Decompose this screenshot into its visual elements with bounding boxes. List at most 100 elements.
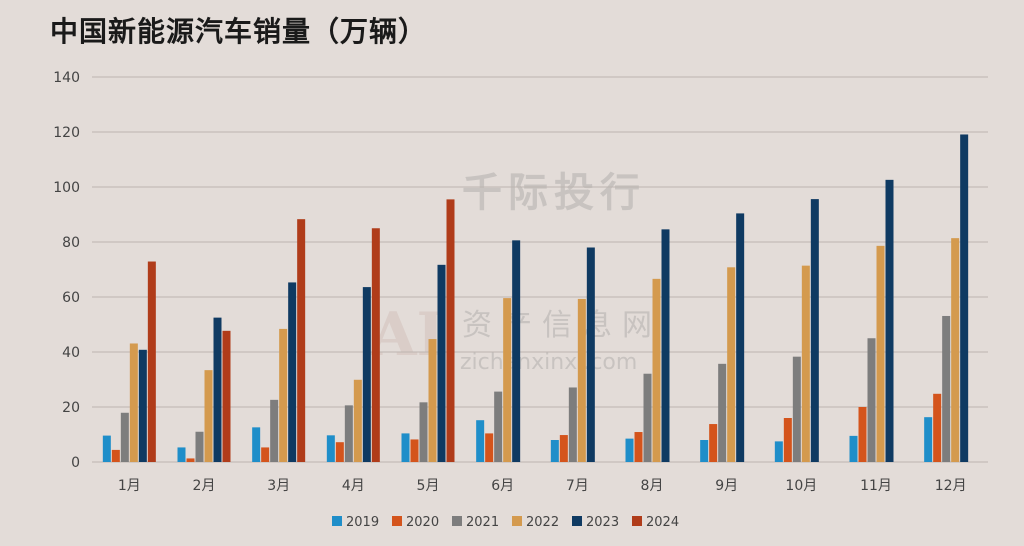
x-tick-label: 8月 — [641, 478, 664, 494]
watermark-brand: 千际投行 — [462, 170, 646, 216]
legend-swatch — [512, 516, 522, 526]
legend-label: 2022 — [526, 515, 559, 530]
y-tick-label: 20 — [62, 400, 80, 416]
bar — [727, 267, 736, 462]
bar — [942, 315, 951, 462]
bar — [446, 199, 455, 462]
legend-swatch — [632, 516, 642, 526]
bar — [924, 417, 933, 462]
bar — [362, 287, 371, 462]
bar — [485, 433, 494, 462]
x-tick-label: 12月 — [935, 478, 967, 494]
bar — [213, 317, 222, 462]
bar — [279, 328, 288, 462]
bar — [494, 391, 503, 462]
bar — [550, 440, 559, 462]
bar — [270, 399, 279, 462]
x-tick-label: 3月 — [267, 478, 290, 494]
bar — [559, 435, 568, 462]
legend-swatch — [392, 516, 402, 526]
x-tick-label: 6月 — [491, 478, 514, 494]
bar — [774, 441, 783, 462]
chart-title: 中国新能源汽车销量（万辆） — [50, 15, 428, 48]
legend-swatch — [332, 516, 342, 526]
bar — [297, 219, 306, 462]
bar — [147, 261, 156, 462]
x-tick-label: 4月 — [342, 478, 365, 494]
bar — [586, 247, 595, 462]
bar — [849, 435, 858, 462]
bar — [288, 282, 297, 462]
x-tick-label: 11月 — [860, 478, 892, 494]
bar — [204, 370, 213, 462]
bar — [401, 433, 410, 462]
bar — [951, 238, 960, 462]
bar — [700, 440, 709, 462]
legend-swatch — [572, 516, 582, 526]
bar — [652, 278, 661, 462]
watermark-site: zichanxinxi.com — [460, 350, 638, 375]
bar — [933, 393, 942, 462]
bar — [792, 356, 801, 462]
bar — [503, 298, 512, 462]
watermark-sub: 资产信息网 — [462, 308, 662, 343]
bar — [353, 379, 362, 462]
bar — [718, 363, 727, 462]
y-tick-label: 80 — [62, 235, 80, 251]
bar — [783, 418, 792, 462]
legend-label: 2021 — [466, 515, 499, 530]
bar — [186, 458, 195, 462]
bar — [960, 134, 969, 462]
bar — [858, 407, 867, 462]
bar — [568, 387, 577, 462]
bar — [625, 438, 634, 462]
x-tick-label: 7月 — [566, 478, 589, 494]
y-tick-label: 60 — [62, 290, 80, 306]
y-tick-label: 40 — [62, 345, 80, 361]
legend-label: 2024 — [646, 515, 679, 530]
bar — [419, 402, 428, 462]
bar — [634, 432, 643, 462]
legend-label: 2023 — [586, 515, 619, 530]
x-tick-label: 2月 — [193, 478, 216, 494]
bar — [261, 447, 270, 462]
bar — [709, 424, 718, 462]
x-tick-label: 5月 — [417, 478, 440, 494]
bar — [736, 213, 745, 462]
bar — [335, 442, 344, 462]
y-tick-label: 0 — [71, 455, 80, 471]
bar — [129, 343, 138, 462]
legend-label: 2020 — [406, 515, 439, 530]
legend-swatch — [452, 516, 462, 526]
bar — [643, 373, 652, 462]
bar — [810, 199, 819, 462]
y-tick-label: 120 — [53, 125, 80, 141]
bar — [120, 412, 129, 462]
x-tick-label: 10月 — [785, 478, 817, 494]
bar — [876, 245, 885, 462]
bar — [102, 435, 111, 462]
bar — [428, 339, 437, 462]
bar — [326, 435, 335, 462]
bar — [344, 405, 353, 462]
bar — [195, 431, 204, 462]
bar — [577, 298, 586, 462]
bar — [801, 265, 810, 462]
bar — [138, 349, 147, 462]
bar — [476, 420, 485, 462]
y-tick-label: 100 — [53, 180, 80, 196]
legend-label: 2019 — [346, 515, 379, 530]
bar — [410, 439, 419, 462]
x-tick-label: 9月 — [715, 478, 738, 494]
bar — [111, 449, 120, 462]
bar — [885, 179, 894, 462]
bar — [512, 240, 521, 462]
x-tick-label: 1月 — [118, 478, 141, 494]
bar — [177, 447, 186, 462]
bar — [371, 228, 380, 462]
bar — [867, 338, 876, 462]
bar — [222, 330, 231, 462]
y-tick-label: 140 — [53, 70, 80, 86]
bar — [437, 264, 446, 462]
